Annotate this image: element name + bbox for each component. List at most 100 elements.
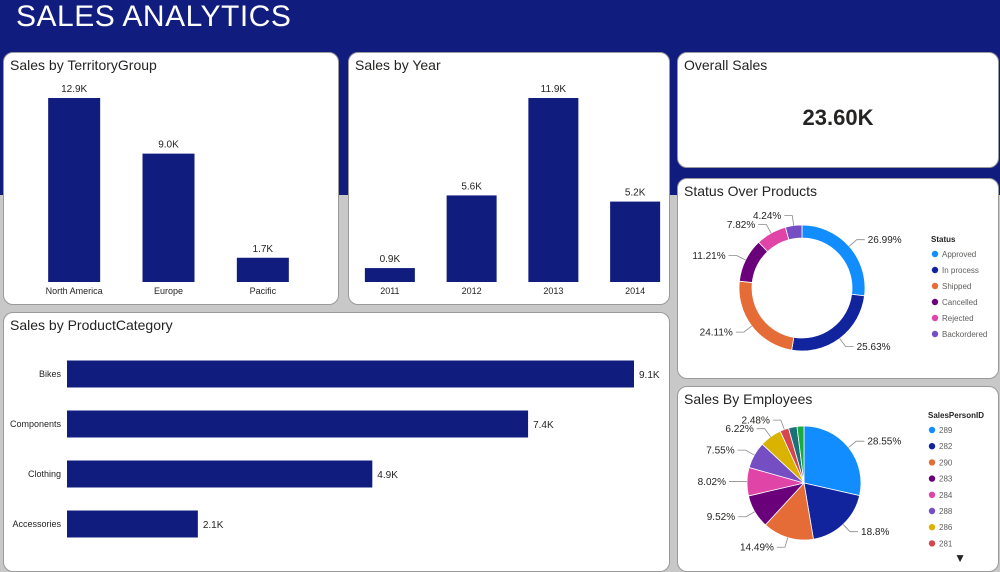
data-label: 2.1K [203, 520, 224, 531]
legend-marker [932, 331, 938, 337]
status-title: Status Over Products [684, 183, 817, 199]
leader-line [738, 450, 755, 455]
legend-label: 283 [939, 475, 953, 484]
bar [67, 411, 528, 438]
bar [447, 195, 497, 282]
y-tick-label: Accessories [12, 519, 61, 529]
data-label: 5.6K [461, 181, 482, 192]
y-tick-label: Components [10, 419, 62, 429]
leader-line [736, 326, 752, 332]
data-label: 24.11% [700, 328, 733, 339]
data-label: 7.55% [706, 446, 734, 457]
data-label: 4.24% [753, 211, 781, 222]
data-label: 4.9K [377, 470, 398, 481]
legend-title: SalesPersonID [928, 411, 984, 420]
data-label: 28.55% [867, 437, 901, 448]
legend-marker [932, 315, 938, 321]
year-title: Sales by Year [355, 57, 441, 73]
bar [48, 98, 100, 282]
y-tick-label: Clothing [28, 469, 61, 479]
legend-marker [929, 492, 935, 498]
legend-marker [932, 283, 938, 289]
territory-title: Sales by TerritoryGroup [10, 57, 157, 73]
leader-line [757, 429, 771, 437]
leader-line [738, 512, 755, 517]
overall-card[interactable]: Overall Sales 23.60K [677, 52, 999, 168]
category-card[interactable]: Sales by ProductCategory 9.1K Bikes 7.4K Co… [3, 312, 670, 572]
legend-label: 288 [939, 507, 953, 516]
pie-slice [792, 294, 865, 351]
data-label: 11.9K [541, 84, 567, 95]
legend-label: 289 [939, 426, 953, 435]
legend-marker [929, 459, 935, 465]
data-label: 14.49% [740, 543, 774, 554]
x-tick-label: 2011 [380, 286, 399, 296]
data-label: 1.7K [253, 244, 274, 255]
pie-slice [739, 281, 794, 350]
leader-line [849, 240, 864, 247]
data-label: 9.52% [707, 512, 735, 523]
leader-line [843, 524, 858, 531]
legend-label: 290 [939, 458, 953, 467]
leader-line [773, 420, 784, 429]
legend-title: Status [931, 235, 956, 244]
pie-slice [739, 242, 767, 282]
data-label: 0.9K [380, 254, 401, 265]
employees-title: Sales By Employees [684, 391, 812, 407]
data-label: 7.82% [727, 220, 755, 231]
year-card[interactable]: Sales by Year 0.9K 2011 5.6K 2012 11.9K 2013 5… [348, 52, 670, 305]
territory-card[interactable]: Sales by TerritoryGroup 12.9K North Ameri… [3, 52, 339, 305]
leader-line [840, 339, 854, 347]
data-label: 9.1K [639, 370, 660, 381]
employees-card[interactable]: Sales By Employees 28.55% 18.8% 14.49% 9.52… [677, 386, 999, 572]
y-tick-label: Bikes [39, 369, 62, 379]
leader-line [729, 256, 746, 260]
legend-label: Cancelled [942, 298, 978, 307]
legend-marker [929, 443, 935, 449]
bar [67, 511, 198, 538]
overall-title: Overall Sales [684, 57, 767, 73]
legend-label: 286 [939, 523, 953, 532]
page-title: SALES ANALYTICS [16, 0, 291, 34]
overall-sales-value: 23.60K [678, 105, 998, 131]
bar [528, 98, 578, 282]
caret-down-icon[interactable]: ▼ [954, 551, 966, 565]
status-card[interactable]: Status Over Products 26.99% 25.63% 24.11% 1… [677, 178, 999, 379]
x-tick-label: North America [46, 286, 103, 296]
data-label: 5.2K [625, 188, 646, 199]
data-label: 7.4K [533, 420, 554, 431]
legend-marker [929, 427, 935, 433]
employees-chart: 28.55%18.8%14.49%9.52%8.02%7.55%6.22%2.4… [678, 387, 999, 572]
legend-marker [932, 267, 938, 273]
status-chart: 26.99%25.63%24.11%11.21%7.82%4.24%Status… [678, 179, 999, 379]
x-tick-label: 2013 [543, 286, 563, 296]
year-chart: 0.9K 2011 5.6K 2012 11.9K 2013 5.2K 2014 [349, 53, 670, 305]
legend-marker [929, 508, 935, 514]
x-tick-label: Europe [154, 286, 183, 296]
leader-line [777, 538, 788, 548]
bar [67, 461, 372, 488]
pie-slice [785, 225, 802, 240]
legend-label: In process [942, 266, 979, 275]
x-tick-label: Pacific [250, 286, 277, 296]
x-tick-label: 2014 [625, 286, 645, 296]
category-chart: 9.1K Bikes 7.4K Components 4.9K Clothing 2.1K A… [4, 313, 670, 572]
bar [143, 154, 195, 282]
data-label: 18.8% [861, 527, 889, 538]
legend-label: Rejected [942, 314, 974, 323]
legend-marker [932, 299, 938, 305]
data-label: 11.21% [692, 251, 725, 262]
legend-marker [929, 475, 935, 481]
data-label: 26.99% [868, 235, 902, 246]
x-tick-label: 2012 [462, 286, 482, 296]
leader-line [849, 441, 865, 447]
bar [67, 361, 634, 388]
bar [610, 202, 660, 282]
legend-marker [929, 524, 935, 530]
category-title: Sales by ProductCategory [10, 317, 173, 333]
data-label: 25.63% [857, 342, 891, 353]
legend-label: Shipped [942, 282, 971, 291]
leader-line [784, 216, 793, 226]
data-label: 2.48% [742, 416, 770, 427]
data-label: 12.9K [61, 84, 87, 95]
